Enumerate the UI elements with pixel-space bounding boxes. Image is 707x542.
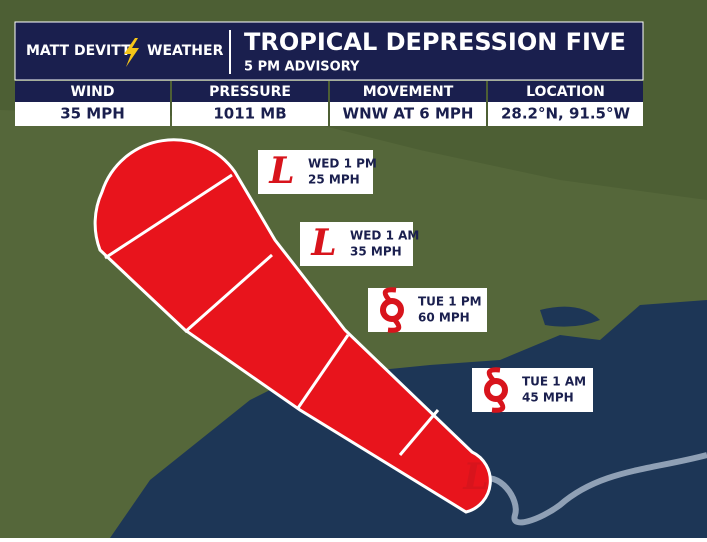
- forecast-time: WED 1 AM: [350, 229, 419, 243]
- forecast-time: TUE 1 PM: [418, 295, 482, 309]
- subtitle: 5 PM ADVISORY: [244, 60, 360, 75]
- forecast-intensity: 35 MPH: [350, 245, 402, 259]
- brand-left: MATT DEVITT: [26, 43, 131, 59]
- forecast-cone: [93, 138, 492, 514]
- bolt-icon: [124, 38, 139, 67]
- storm-icon: [484, 378, 508, 402]
- stat-header: [15, 81, 170, 102]
- stat-value: WNW AT 6 MPH: [343, 105, 474, 123]
- forecast-time: WED 1 PM: [308, 157, 377, 171]
- stat-value: 28.2°N, 91.5°W: [501, 105, 630, 123]
- forecast-time: TUE 1 AM: [522, 375, 586, 389]
- forecast-box: [258, 150, 373, 194]
- forecast-intensity: 45 MPH: [522, 391, 574, 405]
- stat-cell: [15, 102, 170, 126]
- forecast-symbol: L: [310, 222, 336, 264]
- stat-header: [488, 81, 643, 102]
- forecast-intensity: 25 MPH: [308, 173, 360, 187]
- stat-label: LOCATION: [526, 84, 605, 100]
- forecast-intensity: 60 MPH: [418, 311, 470, 325]
- stat-label: WIND: [71, 84, 115, 100]
- cone-dividers: [104, 173, 440, 456]
- stat-value: 35 MPH: [60, 105, 125, 123]
- storm-icon-arm: [382, 287, 402, 333]
- forecast-box: [300, 222, 413, 266]
- lake: [540, 306, 600, 327]
- forecast-symbol: L: [268, 150, 294, 192]
- stat-cell: [488, 102, 643, 126]
- stat-header: [330, 81, 486, 102]
- stat-header: [172, 81, 328, 102]
- past-track: [476, 452, 707, 526]
- brand-right: WEATHER: [147, 43, 224, 59]
- title: TROPICAL DEPRESSION FIVE: [244, 28, 626, 56]
- stat-value: 1011 MB: [213, 105, 286, 123]
- stat-cell: [172, 102, 328, 126]
- stat-label: PRESSURE: [209, 84, 291, 100]
- header-bar: [14, 21, 644, 81]
- current-position: L: [462, 456, 488, 498]
- storm-icon: [380, 298, 404, 322]
- stat-cell: [330, 102, 486, 126]
- stat-label: MOVEMENT: [363, 84, 454, 100]
- storm-icon-arm: [486, 367, 506, 413]
